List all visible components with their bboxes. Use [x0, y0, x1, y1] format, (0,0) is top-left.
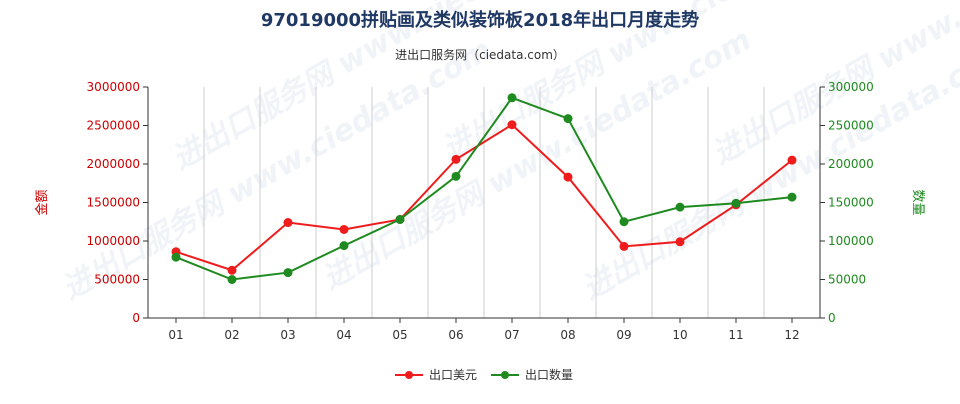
- series-1-point: [340, 225, 349, 234]
- x-tick-label: 04: [336, 328, 351, 342]
- series-2-point: [340, 241, 349, 250]
- series-1-point: [452, 155, 461, 164]
- y-tick-label-left: 2000000: [87, 157, 140, 171]
- x-tick-label: 07: [504, 328, 519, 342]
- y-axis-left-label: 金额: [34, 189, 50, 215]
- chart-subtitle: 进出口服务网（ciedata.com）: [395, 47, 565, 62]
- y-tick-label-left: 500000: [94, 273, 140, 287]
- y-tick-label-left: 1000000: [87, 234, 140, 248]
- series-2-point: [284, 268, 293, 277]
- x-tick-label: 09: [616, 328, 631, 342]
- y-tick-label-right: 250000: [828, 119, 874, 133]
- series-2-point: [396, 215, 405, 224]
- series-2-point: [228, 275, 237, 284]
- series-1-point: [620, 242, 629, 251]
- chart-title: 97019000拼贴画及类似装饰板2018年出口月度走势: [261, 9, 699, 31]
- x-tick-label: 05: [392, 328, 407, 342]
- series-2-point: [676, 203, 685, 212]
- series-2-point: [732, 199, 741, 208]
- series-2-point: [788, 193, 797, 202]
- legend-marker-1: [405, 371, 413, 379]
- series-2-point: [508, 93, 517, 102]
- series-1-point: [564, 173, 573, 182]
- x-tick-label: 11: [728, 328, 743, 342]
- series-2-point: [172, 253, 181, 262]
- y-tick-label-right: 100000: [828, 234, 874, 248]
- series-2-point: [564, 114, 573, 123]
- legend-label-1: 出口美元: [429, 368, 477, 382]
- y-tick-label-left: 0: [132, 311, 140, 325]
- legend-marker-2: [501, 371, 509, 379]
- series-2-point: [452, 172, 461, 181]
- series-1-point: [228, 266, 237, 275]
- y-axis-right-label: 数量: [910, 189, 925, 215]
- y-tick-label-left: 2500000: [87, 119, 140, 133]
- y-tick-label-left: 1500000: [87, 196, 140, 210]
- series-1-point: [676, 237, 685, 246]
- y-tick-label-right: 150000: [828, 196, 874, 210]
- watermark-text: 进出口服务网 www.ciedata.com: [577, 32, 960, 307]
- y-tick-label-right: 200000: [828, 157, 874, 171]
- y-tick-label-right: 50000: [828, 273, 866, 287]
- y-tick-label-right: 300000: [828, 80, 874, 94]
- series-1-point: [284, 218, 293, 227]
- y-tick-label-right: 0: [828, 311, 836, 325]
- x-tick-label: 08: [560, 328, 575, 342]
- x-tick-label: 10: [672, 328, 687, 342]
- x-tick-label: 12: [784, 328, 799, 342]
- y-tick-label-left: 3000000: [87, 80, 140, 94]
- legend: 出口美元 出口数量: [395, 367, 573, 382]
- x-tick-label: 02: [224, 328, 239, 342]
- x-tick-label: 03: [280, 328, 295, 342]
- x-tick-label: 06: [448, 328, 463, 342]
- series-1-point: [508, 120, 517, 129]
- series-2-point: [620, 217, 629, 226]
- x-tick-label: 01: [168, 328, 183, 342]
- legend-label-2: 出口数量: [525, 367, 573, 382]
- series-1-point: [788, 156, 797, 165]
- watermark-text: 进出口服务网 www.ciedata.com: [317, 22, 758, 297]
